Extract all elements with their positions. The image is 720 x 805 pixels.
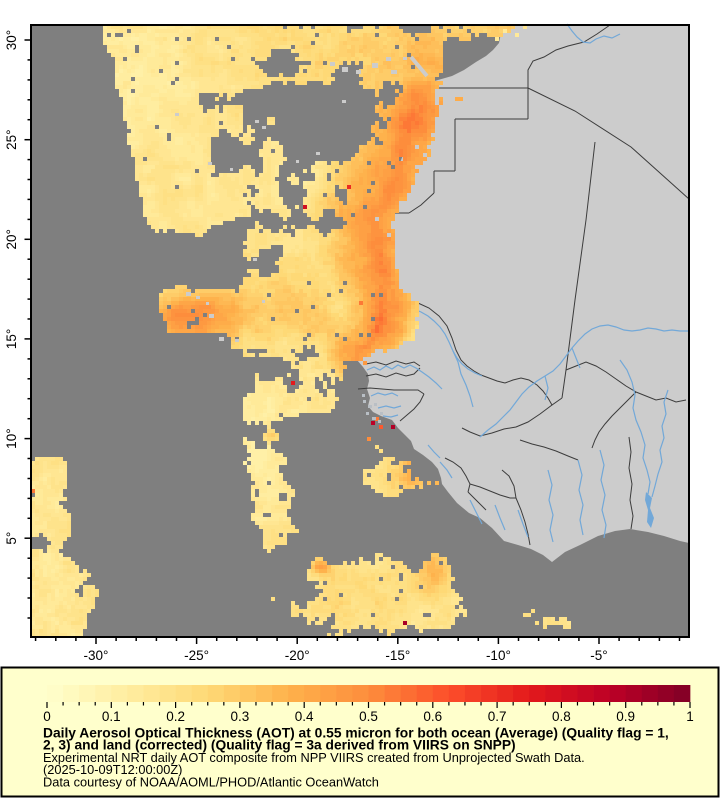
svg-text:-25°: -25° — [184, 648, 209, 663]
svg-text:5°: 5° — [4, 532, 19, 545]
svg-text:0.9: 0.9 — [616, 709, 635, 724]
svg-text:15°: 15° — [4, 329, 19, 349]
svg-text:0.2: 0.2 — [166, 709, 185, 724]
svg-text:0.6: 0.6 — [423, 709, 442, 724]
svg-text:0: 0 — [43, 709, 51, 724]
svg-text:0.1: 0.1 — [102, 709, 121, 724]
svg-text:(2025-10-09T12:00:00Z): (2025-10-09T12:00:00Z) — [43, 762, 182, 777]
svg-text:10°: 10° — [4, 428, 19, 448]
svg-text:Experimental NRT daily AOT com: Experimental NRT daily AOT composite fro… — [43, 750, 585, 765]
svg-text:-5°: -5° — [590, 648, 607, 663]
svg-text:30°: 30° — [4, 30, 19, 50]
svg-text:20°: 20° — [4, 229, 19, 249]
svg-text:-10°: -10° — [486, 648, 511, 663]
svg-text:-15°: -15° — [385, 648, 410, 663]
svg-text:0.3: 0.3 — [231, 709, 250, 724]
svg-text:0.5: 0.5 — [359, 709, 378, 724]
svg-text:-20°: -20° — [285, 648, 310, 663]
svg-text:Data courtesy of NOAA/AOML/PHO: Data courtesy of NOAA/AOML/PHOD/Atlantic… — [43, 774, 379, 789]
svg-text:2, 3) and land (corrected) (Qu: 2, 3) and land (corrected) (Quality flag… — [43, 738, 516, 753]
svg-text:-30°: -30° — [84, 648, 109, 663]
svg-text:0.8: 0.8 — [552, 709, 571, 724]
svg-text:Daily Aerosol Optical Thicknes: Daily Aerosol Optical Thickness (AOT) at… — [43, 726, 669, 741]
svg-text:25°: 25° — [4, 129, 19, 149]
svg-text:0.4: 0.4 — [295, 709, 314, 724]
svg-text:1: 1 — [686, 709, 694, 724]
svg-text:0.7: 0.7 — [488, 709, 507, 724]
